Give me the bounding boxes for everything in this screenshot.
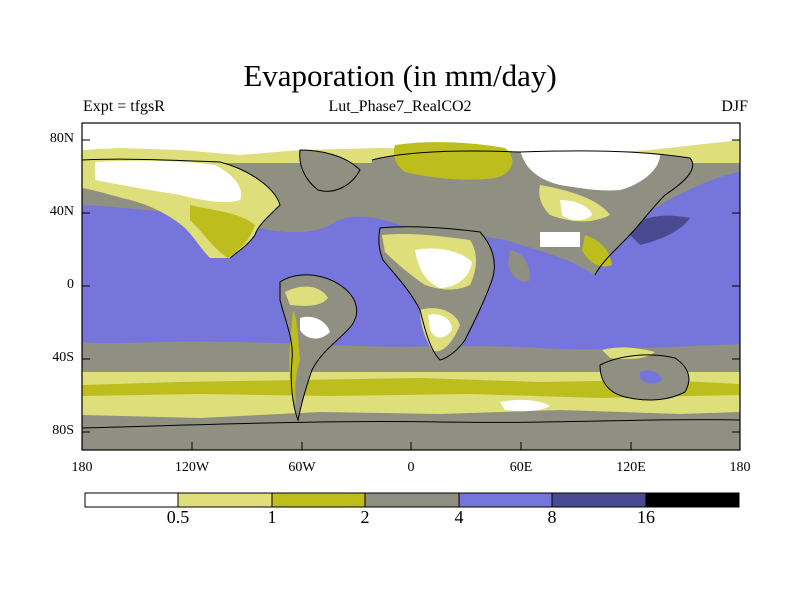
tick-marks — [81, 139, 741, 450]
map-title: Evaporation (in mm/day) — [243, 58, 557, 93]
lon-label-0: 0 — [407, 460, 415, 475]
colorbar-box-7 — [646, 493, 739, 507]
south-asia-olive — [582, 235, 612, 267]
lat-label-40s: 40S — [52, 350, 74, 365]
eurasia-north-olive — [393, 142, 513, 180]
south-america-dry — [300, 316, 330, 339]
colorbar-box-6 — [552, 493, 646, 507]
lon-label-180w: 180 — [71, 460, 93, 475]
colorbar-box-4 — [365, 493, 459, 507]
south-america-coast — [279, 274, 358, 422]
experiment-label: Expt = tfgsR — [83, 98, 165, 115]
coastlines — [82, 149, 740, 429]
greenland-coast — [299, 149, 361, 192]
season-label: DJF — [721, 98, 748, 115]
africa-coast — [378, 226, 495, 361]
lat-label-80n: 80N — [49, 131, 74, 146]
kuroshio-high-evaporation — [625, 215, 690, 245]
lat-label-eq: 0 — [67, 277, 74, 292]
colorbar-label-0-5: 0.5 — [166, 507, 190, 527]
colorbar-box-1 — [85, 493, 178, 507]
arctic-white — [82, 123, 740, 155]
north-america-white — [95, 160, 242, 203]
australia-wet-patch — [640, 370, 662, 384]
lon-label-60w: 60W — [288, 460, 316, 475]
map-field — [82, 123, 740, 450]
run-label: Lut_Phase7_RealCO2 — [328, 98, 472, 115]
andes-olive — [289, 310, 300, 405]
siberia-white — [520, 149, 660, 191]
antarctica — [82, 419, 740, 450]
colorbar-box-5 — [459, 493, 552, 507]
south-america — [280, 274, 357, 420]
colorbar — [84, 492, 740, 508]
lon-label-180e: 180 — [729, 460, 751, 475]
india — [508, 250, 530, 282]
colorbar-box-3 — [272, 493, 365, 507]
tibet-white — [560, 200, 592, 221]
colorbar-box-2 — [178, 493, 272, 507]
andes-north-pale — [285, 286, 328, 306]
lat-label-40n: 40N — [49, 204, 74, 219]
colorbar-label-4: 4 — [454, 507, 464, 527]
kalahari-white — [428, 314, 452, 338]
sahara-white — [415, 248, 472, 288]
australia-north-pale — [602, 347, 655, 360]
lon-label-60e: 60E — [509, 460, 533, 475]
white-patch — [540, 232, 580, 247]
antarctica-coast — [82, 419, 740, 429]
colorbar-label-1: 1 — [267, 507, 277, 527]
lon-label-120e: 120E — [616, 460, 646, 475]
eurasia-coast — [371, 150, 693, 276]
south-olive — [82, 378, 740, 398]
north-america-olive — [190, 205, 255, 258]
antarctic-white-patch — [500, 399, 550, 412]
colorbar-label-2: 2 — [360, 507, 370, 527]
north-america-coast — [82, 158, 281, 259]
australia-coast — [599, 354, 690, 401]
lon-label-120w: 120W — [174, 460, 210, 475]
south-grey-band — [82, 340, 740, 372]
greenland — [299, 150, 360, 192]
lat-label-80s: 80S — [52, 423, 74, 438]
colorbar-label-16: 16 — [637, 507, 655, 527]
colorbar-label-8: 8 — [547, 507, 557, 527]
